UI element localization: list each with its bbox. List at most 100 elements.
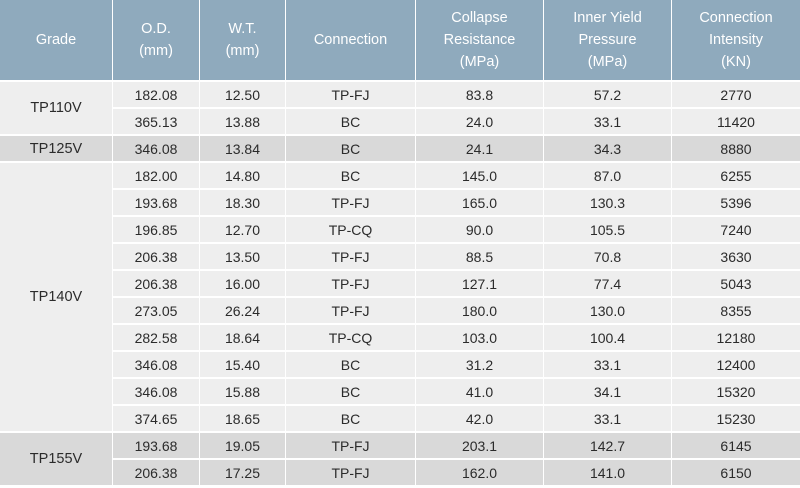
connection-cell: TP-FJ	[286, 190, 416, 217]
od-cell: 196.85	[113, 217, 200, 244]
collapse-resistance-cell: 90.0	[416, 217, 544, 244]
inner-yield-pressure-cell: 33.1	[544, 109, 672, 136]
grade-cell: TP155V	[0, 433, 113, 487]
wt-cell: 18.65	[200, 406, 286, 433]
collapse-resistance-cell: 203.1	[416, 433, 544, 460]
table-row: 196.85 12.70 TP-CQ 90.0 105.5 7240	[0, 217, 800, 244]
collapse-resistance-cell: 31.2	[416, 352, 544, 379]
od-cell: 206.38	[113, 271, 200, 298]
connection-intensity-cell: 8880	[672, 136, 800, 163]
wt-cell: 18.30	[200, 190, 286, 217]
table-row: 365.13 13.88 BC 24.0 33.1 11420	[0, 109, 800, 136]
od-cell: 182.00	[113, 163, 200, 190]
connection-cell: BC	[286, 352, 416, 379]
connection-intensity-cell: 2770	[672, 82, 800, 109]
header-collapse-resistance-line: Collapse	[451, 10, 508, 26]
header-grade: Grade	[0, 0, 113, 82]
od-cell: 206.38	[113, 244, 200, 271]
header-wt: W.T. (mm)	[200, 0, 286, 82]
connection-intensity-cell: 11420	[672, 109, 800, 136]
header-wt-line: W.T.	[228, 21, 257, 37]
connection-intensity-cell: 12400	[672, 352, 800, 379]
inner-yield-pressure-cell: 34.1	[544, 379, 672, 406]
connection-intensity-cell: 7240	[672, 217, 800, 244]
grade-cell: TP110V	[0, 82, 113, 136]
header-od-line: (mm)	[139, 43, 173, 59]
connection-intensity-cell: 6145	[672, 433, 800, 460]
table-row: 206.38 16.00 TP-FJ 127.1 77.4 5043	[0, 271, 800, 298]
table-row: 346.08 15.40 BC 31.2 33.1 12400	[0, 352, 800, 379]
collapse-resistance-cell: 24.1	[416, 136, 544, 163]
inner-yield-pressure-cell: 87.0	[544, 163, 672, 190]
table-row: 346.08 15.88 BC 41.0 34.1 15320	[0, 379, 800, 406]
table-header: Grade O.D. (mm) W.T. (mm) Connection Collapse R…	[0, 0, 800, 82]
header-collapse-resistance-line: (MPa)	[459, 54, 500, 70]
table-row: 273.05 26.24 TP-FJ 180.0 130.0 8355	[0, 298, 800, 325]
header-collapse-resistance-line: Resistance	[443, 32, 516, 48]
table-row: 282.58 18.64 TP-CQ 103.0 100.4 12180	[0, 325, 800, 352]
header-connection: Connection	[286, 0, 416, 82]
connection-cell: TP-FJ	[286, 298, 416, 325]
connection-cell: TP-FJ	[286, 271, 416, 298]
connection-cell: TP-FJ	[286, 460, 416, 487]
table-row: 206.38 13.50 TP-FJ 88.5 70.8 3630	[0, 244, 800, 271]
inner-yield-pressure-cell: 57.2	[544, 82, 672, 109]
connection-cell: TP-CQ	[286, 217, 416, 244]
wt-cell: 15.88	[200, 379, 286, 406]
wt-cell: 17.25	[200, 460, 286, 487]
table-row: TP110V 182.08 12.50 TP-FJ 83.8 57.2 2770	[0, 82, 800, 136]
inner-yield-pressure-cell: 100.4	[544, 325, 672, 352]
connection-intensity-cell: 3630	[672, 244, 800, 271]
wt-cell: 12.50	[200, 82, 286, 109]
wt-cell: 16.00	[200, 271, 286, 298]
inner-yield-pressure-cell: 105.5	[544, 217, 672, 244]
connection-cell: BC	[286, 406, 416, 433]
grade-cell: TP140V	[0, 163, 113, 433]
connection-intensity-cell: 5396	[672, 190, 800, 217]
header-inner-yield-pressure-line: Inner Yield	[573, 10, 642, 26]
od-cell: 282.58	[113, 325, 200, 352]
collapse-resistance-cell: 165.0	[416, 190, 544, 217]
collapse-resistance-cell: 103.0	[416, 325, 544, 352]
connection-cell: TP-FJ	[286, 244, 416, 271]
header-grade-line: Grade	[35, 32, 77, 48]
inner-yield-pressure-cell: 130.3	[544, 190, 672, 217]
wt-cell: 12.70	[200, 217, 286, 244]
wt-cell: 26.24	[200, 298, 286, 325]
connection-cell: BC	[286, 163, 416, 190]
table-row: TP155V 193.68 19.05 TP-FJ 203.1 142.7 6145	[0, 433, 800, 487]
inner-yield-pressure-cell: 33.1	[544, 406, 672, 433]
inner-yield-pressure-cell: 34.3	[544, 136, 672, 163]
table-row: 374.65 18.65 BC 42.0 33.1 15230	[0, 406, 800, 433]
wt-cell: 14.80	[200, 163, 286, 190]
collapse-resistance-cell: 88.5	[416, 244, 544, 271]
od-cell: 346.08	[113, 379, 200, 406]
od-cell: 346.08	[113, 352, 200, 379]
inner-yield-pressure-cell: 70.8	[544, 244, 672, 271]
header-row: Grade O.D. (mm) W.T. (mm) Connection Collapse R…	[0, 0, 800, 82]
header-collapse-resistance: Collapse Resistance (MPa)	[416, 0, 544, 82]
wt-cell: 15.40	[200, 352, 286, 379]
header-od-line: O.D.	[141, 21, 171, 37]
wt-cell: 13.50	[200, 244, 286, 271]
od-cell: 182.08	[113, 82, 200, 109]
od-cell: 273.05	[113, 298, 200, 325]
header-inner-yield-pressure-line: Pressure	[578, 32, 637, 48]
wt-cell: 18.64	[200, 325, 286, 352]
inner-yield-pressure-cell: 130.0	[544, 298, 672, 325]
od-cell: 193.68	[113, 433, 200, 460]
inner-yield-pressure-cell: 77.4	[544, 271, 672, 298]
collapse-resistance-cell: 24.0	[416, 109, 544, 136]
connection-intensity-cell: 15230	[672, 406, 800, 433]
connection-cell: BC	[286, 109, 416, 136]
collapse-resistance-cell: 83.8	[416, 82, 544, 109]
collapse-resistance-cell: 127.1	[416, 271, 544, 298]
wt-cell: 13.88	[200, 109, 286, 136]
connection-cell: BC	[286, 136, 416, 163]
od-cell: 206.38	[113, 460, 200, 487]
connection-intensity-cell: 8355	[672, 298, 800, 325]
connection-cell: TP-FJ	[286, 433, 416, 460]
table-row: TP125V 346.08 13.84 BC 24.1 34.3 8880	[0, 136, 800, 163]
connection-intensity-cell: 15320	[672, 379, 800, 406]
